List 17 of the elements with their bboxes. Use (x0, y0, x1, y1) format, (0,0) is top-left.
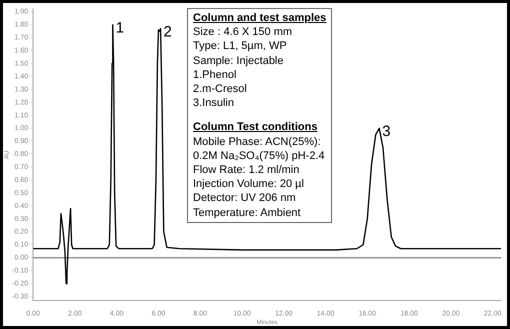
annotation: 3 (382, 122, 391, 140)
annotation: 0.2M Na₂SO₄(75%) pH-2.4 (193, 148, 326, 164)
annotation: Column Test conditions (193, 120, 318, 135)
annotation: Injection Volume: 20 µl (193, 177, 305, 192)
annotation: Size : 4.6 X 150 mm (193, 25, 294, 40)
annotation: Sample: Injectable (193, 54, 284, 68)
annotation: Detector: UV 206 nm (193, 191, 297, 206)
annotation: Flow Rate: 1.2 ml/min (193, 163, 300, 178)
annotation: Temperature: Ambient (193, 206, 302, 220)
annotation: 1.Phenol (193, 68, 238, 82)
annotation: 3.Insulin (193, 96, 235, 110)
annotation: Mobile Phase: ACN(25%): (193, 134, 322, 149)
annotation: 1 (116, 19, 124, 36)
annotation: 2 (164, 23, 172, 40)
annotation: 2.m-Cresol (193, 82, 248, 96)
annotation: Type: L1, 5µm, WP (193, 39, 288, 54)
annotation: Column and test samples (193, 11, 326, 26)
